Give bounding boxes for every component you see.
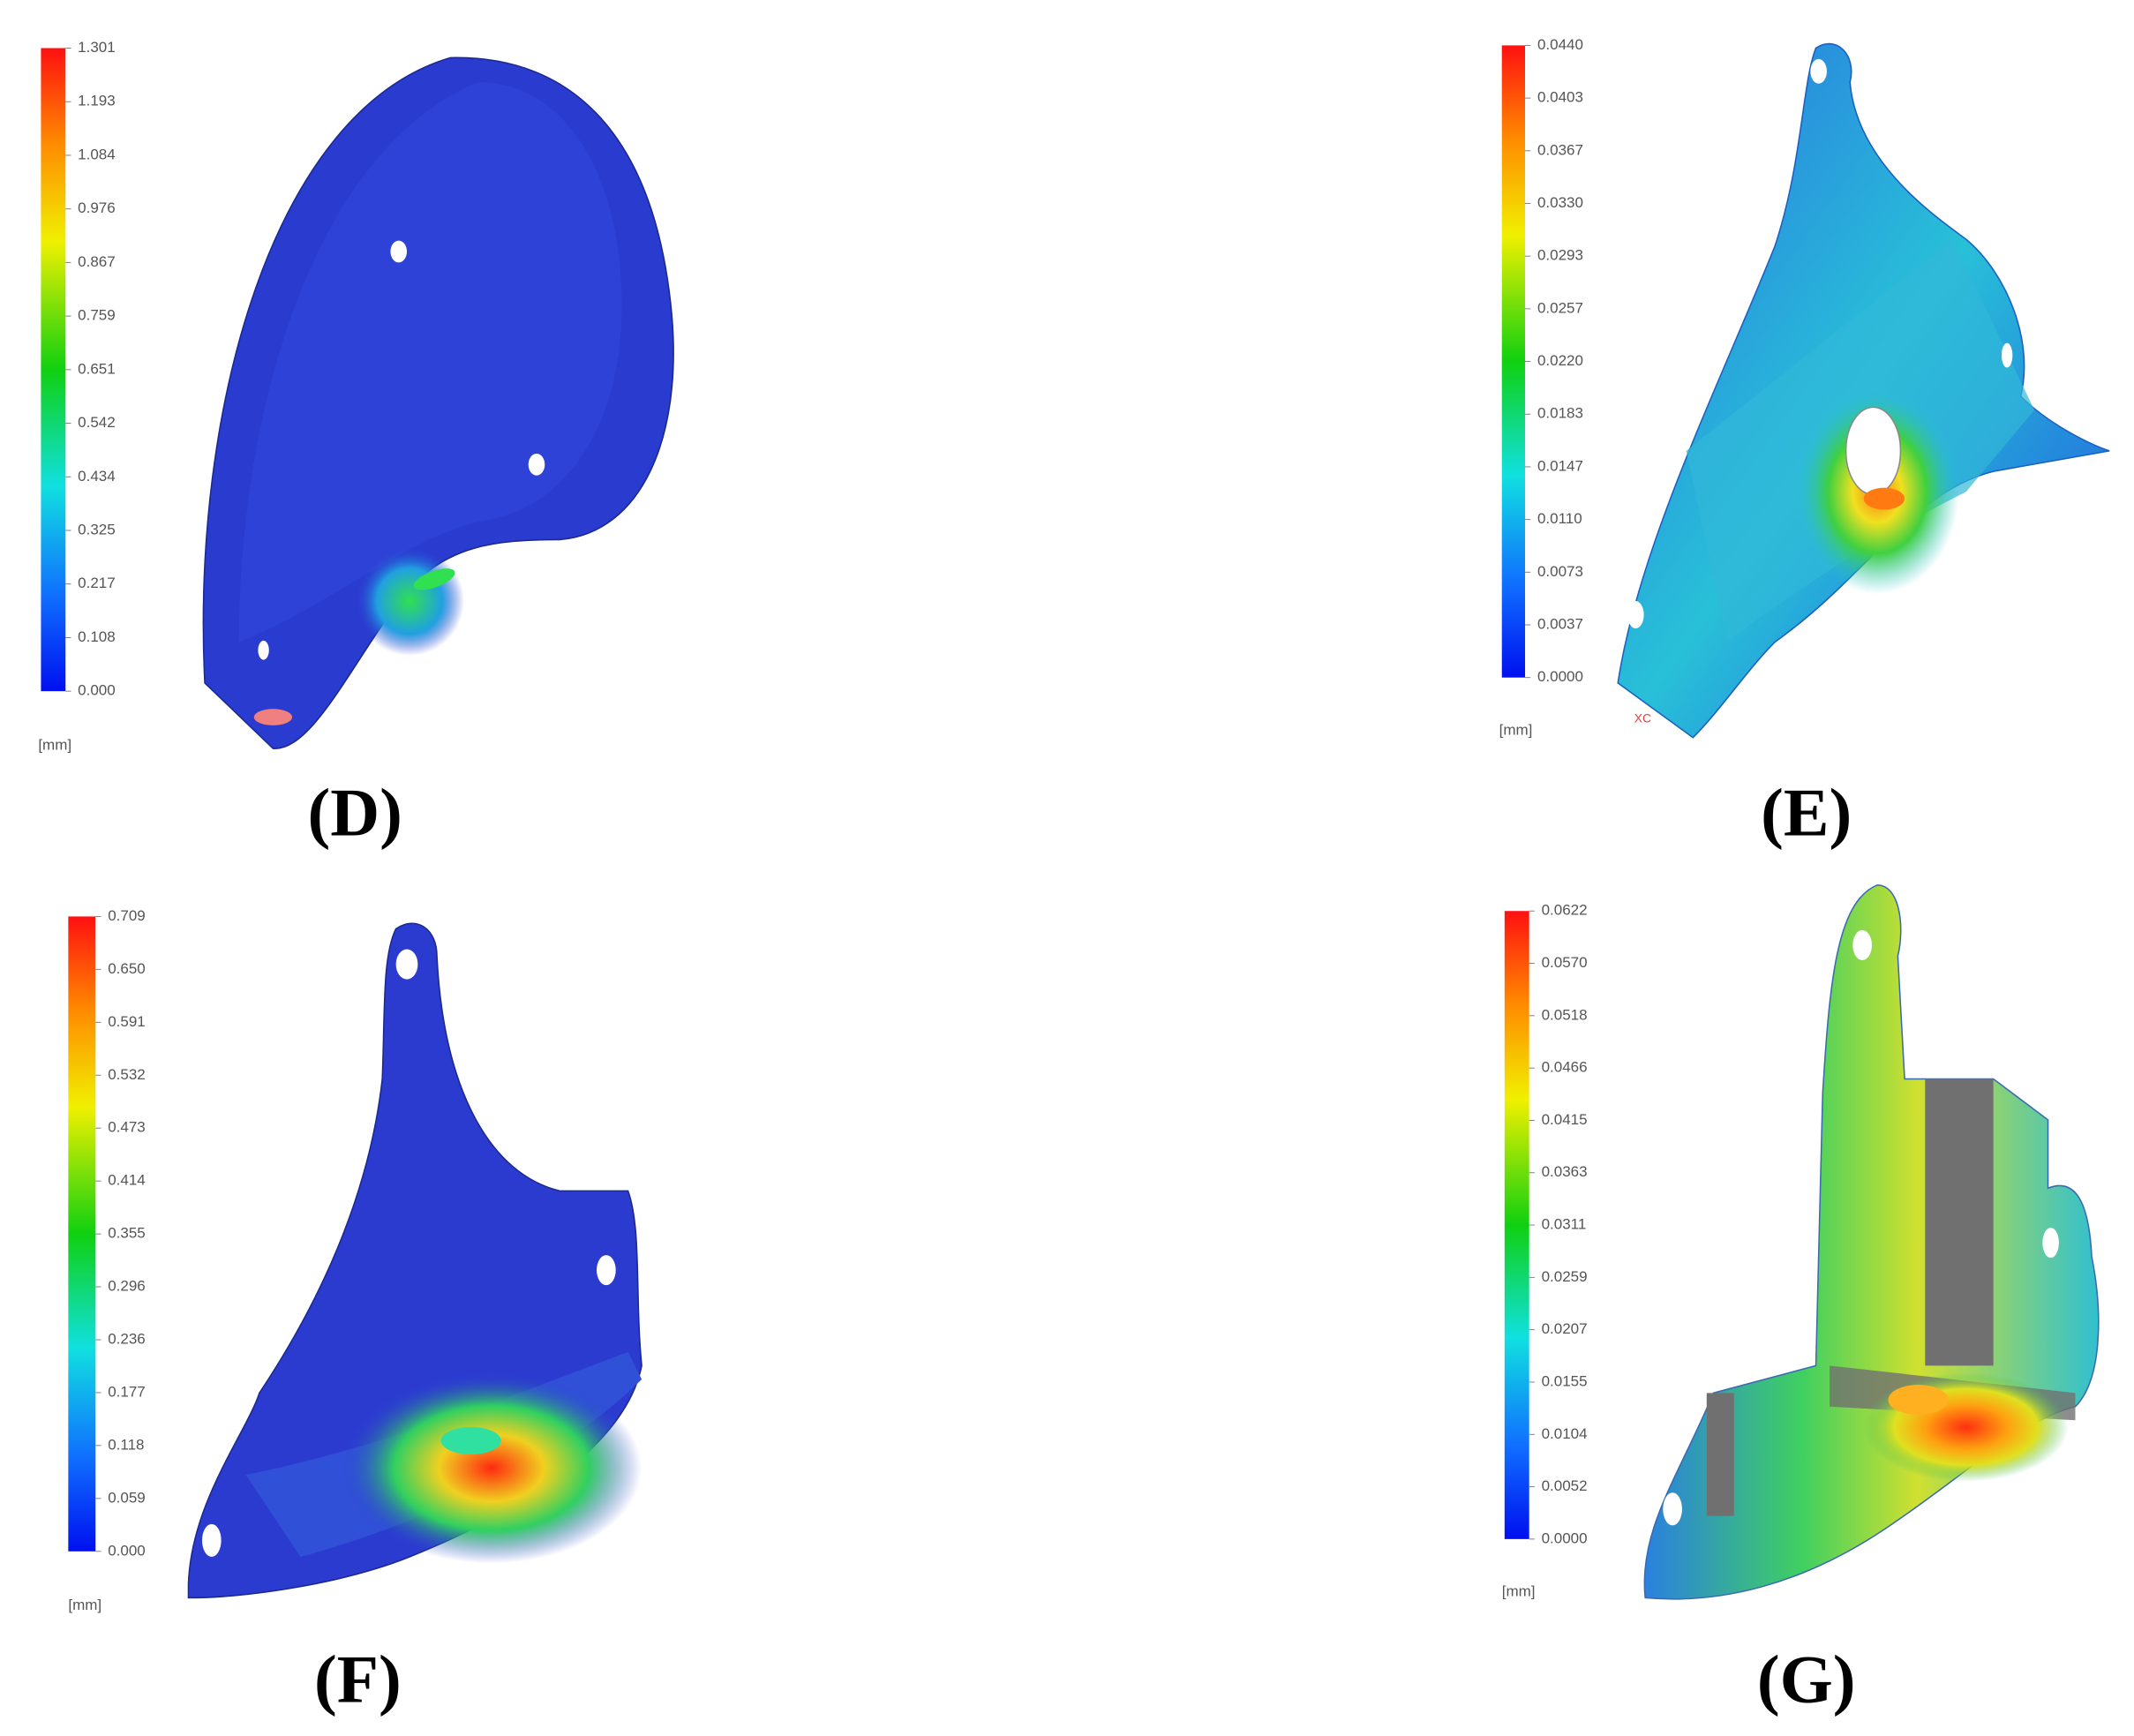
panel-label: (F) [314,1642,402,1717]
scale-label: 1.193 [78,93,116,109]
scale-label: 0.296 [108,1278,146,1295]
scale-label: 0.0570 [1542,954,1588,971]
scale-label: 0.000 [78,682,116,699]
unit-label: [mm] [68,1597,101,1613]
scale-label: 0.976 [78,199,116,216]
scale-label: 0.0466 [1542,1059,1588,1076]
scale-label: 0.532 [108,1066,146,1083]
scale-label: 0.591 [108,1013,146,1030]
scale-label: 0.0259 [1542,1268,1588,1285]
part-e [1617,42,2110,739]
scale-label: 0.0622 [1542,902,1588,919]
scale-label: 0.867 [78,253,116,270]
scale-label: 0.434 [78,468,116,485]
scale-label: 0.0367 [1537,141,1583,158]
scale-label: 1.301 [78,39,116,56]
colorbar [68,916,96,1552]
scale-label: 0.473 [108,1119,146,1136]
scale-label: 0.0207 [1542,1320,1588,1337]
scale-label: 0.0440 [1537,36,1583,53]
scale-label: 0.709 [108,907,146,924]
scale-label: 0.108 [78,628,116,645]
colorbar [41,48,66,692]
scale-label: 0.0052 [1542,1477,1588,1494]
scale-label: 0.650 [108,960,146,977]
scale-label: 0.0104 [1542,1425,1588,1442]
scale-label: 0.0000 [1537,668,1583,685]
scale-label: 0.0220 [1537,352,1583,369]
scale-label: 0.0183 [1537,405,1583,422]
unit-label: [mm] [38,737,71,754]
scale-label: 0.0037 [1537,616,1583,633]
scale-label: 0.0257 [1537,299,1583,316]
scale-label: 0.325 [78,521,116,537]
scale-label: 1.084 [78,146,116,162]
scale-label: 0.0000 [1542,1529,1588,1546]
unit-label: [mm] [1499,722,1533,739]
scale-label: 0.651 [78,360,116,377]
scale-label: 0.542 [78,414,116,431]
scale-label: 0.355 [108,1225,146,1242]
part-g [1643,884,2100,1600]
axis-triad-label: XC [1634,711,1651,725]
scale-label: 0.000 [108,1542,146,1559]
panel-label: (E) [1761,774,1852,850]
scale-label: 0.0147 [1537,457,1583,474]
scale-label: 0.0073 [1537,563,1583,580]
scale-label: 0.0155 [1542,1372,1588,1389]
scale-label: 0.0518 [1542,1006,1588,1023]
scale-label: 0.0110 [1537,510,1582,527]
part-f [187,922,642,1599]
part-d [202,56,674,749]
scale-label: 0.059 [108,1489,146,1506]
scale-label: 0.177 [108,1383,146,1400]
scale-label: 0.414 [108,1172,146,1189]
scale-label: 0.217 [78,575,116,591]
scale-label: 0.0293 [1537,247,1583,264]
scale-label: 0.0415 [1542,1111,1588,1128]
scale-label: 0.759 [78,307,116,324]
scale-label: 0.0363 [1542,1163,1588,1180]
scale-label: 0.0403 [1537,89,1583,106]
panel-label: (G) [1757,1642,1856,1717]
scale-label: 0.0330 [1537,194,1583,211]
scale-label: 0.118 [108,1436,144,1453]
scale-label: 0.236 [108,1330,146,1347]
colorbar [1501,45,1526,678]
unit-label: [mm] [1502,1583,1536,1600]
scale-label: 0.0311 [1542,1216,1587,1233]
panel-label: (D) [308,774,402,850]
colorbar [1504,911,1529,1539]
